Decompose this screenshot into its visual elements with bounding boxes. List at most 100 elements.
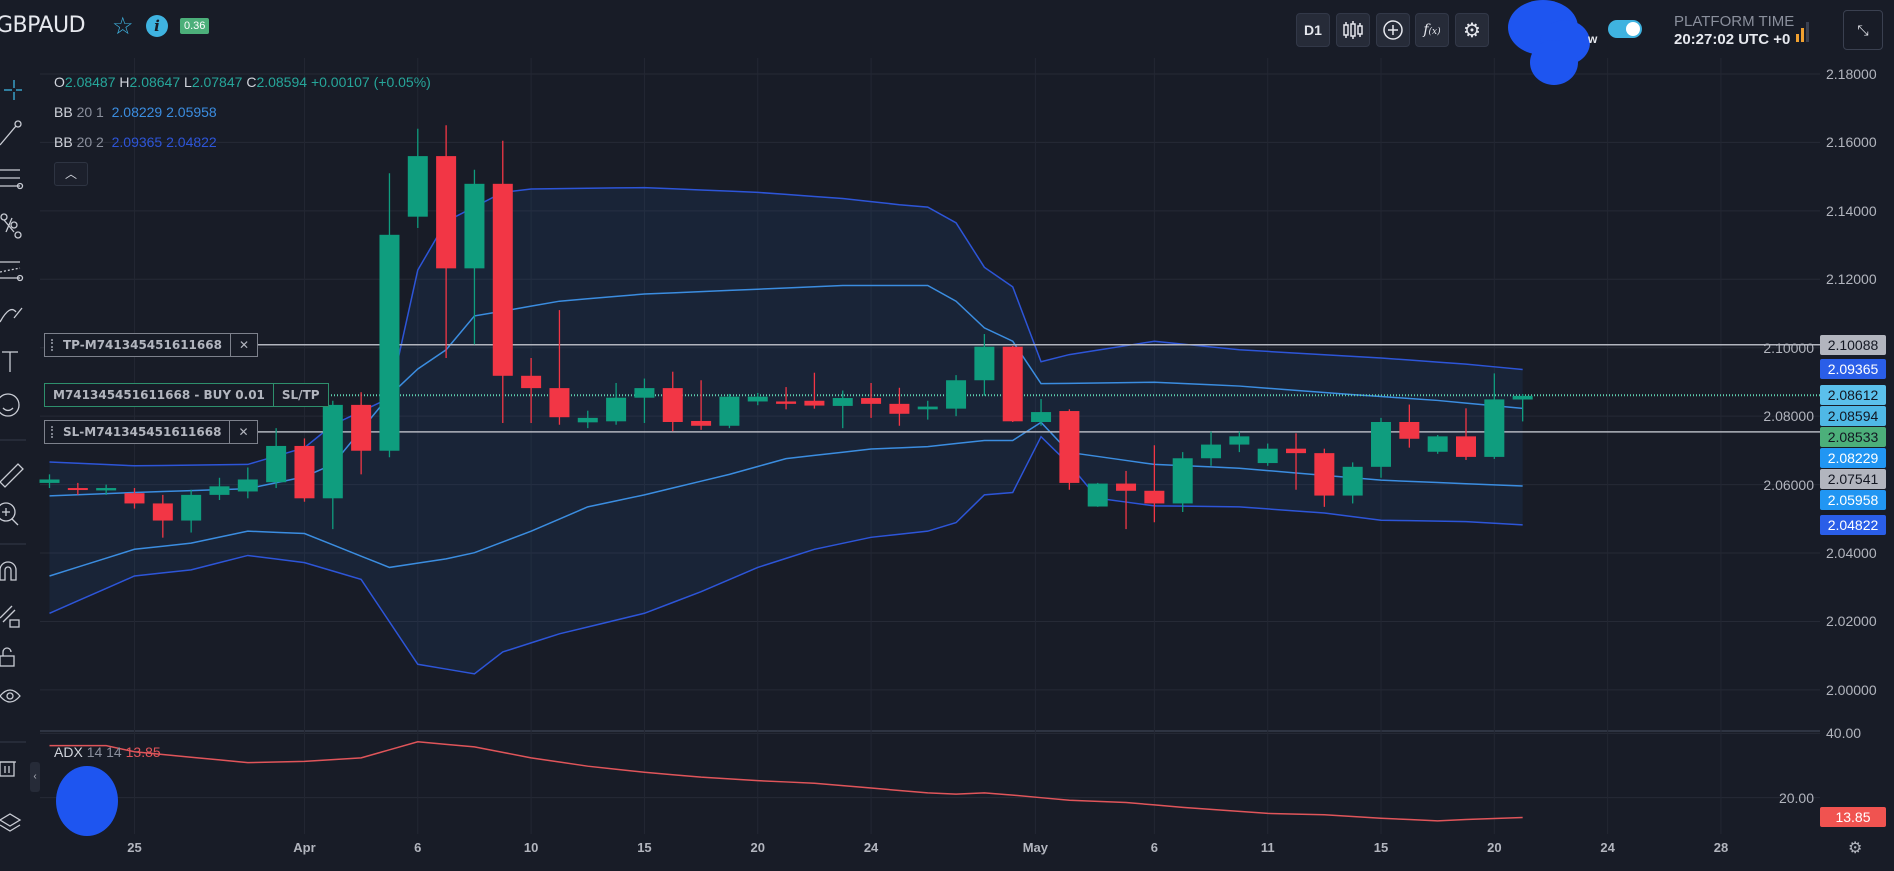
close-tp-button[interactable]: ✕: [229, 333, 257, 356]
time-tick-label: 11: [1260, 840, 1275, 855]
candle: [1201, 431, 1222, 466]
candle: [407, 128, 428, 228]
lock-icon[interactable]: [0, 647, 15, 667]
candle-body: [1314, 453, 1335, 496]
info-icon[interactable]: i: [146, 15, 168, 37]
layers-icon[interactable]: [0, 813, 22, 832]
zoom-in-icon[interactable]: [0, 502, 19, 526]
candle-body: [1456, 436, 1476, 457]
candle-body: [606, 397, 627, 422]
candle: [832, 390, 853, 429]
candle-body: [662, 388, 683, 422]
candle: [1456, 408, 1476, 460]
ruler-icon[interactable]: [0, 463, 24, 488]
adx-legend[interactable]: ADX 14 14 13.85: [54, 744, 161, 760]
candle: [634, 378, 655, 424]
legend-collapse-button[interactable]: ︿: [54, 162, 88, 186]
close-value: 2.08594: [256, 74, 308, 90]
candle: [804, 372, 825, 409]
add-button[interactable]: [1376, 13, 1410, 47]
candlestick-type-icon: [1343, 21, 1363, 39]
candle: [237, 467, 258, 499]
stop-loss-label[interactable]: SL-M741345451611668 ✕: [44, 419, 258, 444]
eye-icon[interactable]: [0, 689, 21, 703]
candle-body: [1286, 448, 1307, 454]
platform-time-label: PLATFORM TIME: [1674, 13, 1795, 30]
symbol-title[interactable]: GBPAUD: [0, 13, 86, 38]
candle: [946, 375, 967, 417]
candle: [917, 400, 938, 420]
tp-order-id: TP-M741345451611668: [63, 337, 222, 352]
price-tick-label: 2.02000: [1826, 613, 1877, 630]
price-tick-label: 2.10000: [1763, 339, 1814, 356]
crosshair-icon[interactable]: [4, 80, 22, 100]
candle-body: [804, 400, 825, 406]
star-icon[interactable]: ☆: [112, 13, 134, 40]
redaction-mark: [56, 766, 118, 836]
time-tick-label: 15: [637, 840, 652, 855]
settings-button[interactable]: ⚙: [1455, 13, 1489, 47]
candle-body: [294, 445, 315, 499]
toolbar-collapse-button[interactable]: ‹: [30, 762, 40, 792]
bb1-lower-line: [49, 421, 1523, 577]
candle: [67, 482, 88, 495]
channel-icon[interactable]: [0, 261, 24, 282]
trend-line-icon[interactable]: [0, 120, 22, 146]
chart-type-button[interactable]: [1336, 13, 1370, 47]
candle-body: [351, 404, 372, 451]
indicators-button[interactable]: f(x): [1415, 13, 1449, 47]
close-sl-button[interactable]: ✕: [229, 420, 256, 443]
candle: [1002, 346, 1023, 422]
emoji-icon[interactable]: [0, 393, 20, 417]
bb2-name: BB: [54, 134, 73, 150]
candle-body: [209, 486, 230, 495]
ohlc-legend: O2.08487 H2.08647 L2.07847 C2.08594 +0.0…: [54, 74, 431, 90]
candle: [606, 382, 627, 425]
candle-body: [1087, 483, 1108, 507]
position-label[interactable]: M741345451611668 - BUY 0.01 SL/TP: [44, 383, 329, 408]
adx-line: [49, 741, 1523, 822]
candle: [1342, 462, 1363, 504]
brush-icon[interactable]: [0, 307, 23, 323]
timeframe-button[interactable]: D1: [1296, 13, 1330, 47]
price-tick-label: 2.16000: [1826, 134, 1877, 151]
candle-body: [776, 401, 797, 404]
candle: [152, 494, 173, 538]
fib-lines-icon[interactable]: [0, 169, 24, 190]
candle-body: [832, 398, 853, 406]
pattern-icon[interactable]: [0, 213, 22, 239]
candle: [96, 484, 117, 495]
candle-body: [1371, 421, 1392, 467]
bb1-legend[interactable]: BB 20 1 2.08229 2.05958: [54, 104, 217, 120]
take-profit-label[interactable]: TP-M741345451611668 ✕: [44, 332, 258, 357]
redaction-mark: [1530, 40, 1578, 85]
candle-body: [1031, 412, 1052, 422]
candle: [889, 387, 910, 426]
toggle-switch[interactable]: [1608, 20, 1642, 38]
candle-body: [492, 183, 513, 376]
bb2-params: 20 2: [76, 134, 104, 150]
platform-time: 20:27:02 UTC +0: [1674, 31, 1791, 48]
sl-order-id: SL-M741345451611668: [63, 424, 222, 439]
candle: [464, 169, 485, 345]
position-text: M741345451611668 - BUY 0.01: [53, 388, 265, 403]
candle: [1229, 431, 1250, 453]
magnet-icon[interactable]: [0, 561, 17, 581]
axis-settings-icon[interactable]: ⚙: [1848, 840, 1863, 857]
price-tick-label: 2.08000: [1763, 408, 1814, 425]
candle: [974, 334, 995, 396]
candle: [719, 393, 740, 429]
sl-tp-button[interactable]: SL/TP: [272, 384, 328, 407]
spread-badge: 0.36: [180, 18, 210, 34]
compress-button[interactable]: ⤡: [1843, 10, 1883, 50]
open-value: 2.08487: [64, 74, 116, 90]
lock-drawings-icon[interactable]: [0, 605, 20, 628]
price-tick-label: 2.00000: [1826, 681, 1877, 698]
text-icon[interactable]: [2, 351, 18, 372]
bb2-legend[interactable]: BB 20 2 2.09365 2.04822: [54, 134, 217, 150]
trash-icon[interactable]: [0, 761, 16, 777]
drag-handle-icon[interactable]: [51, 338, 55, 351]
candle-body: [917, 406, 938, 410]
drag-handle-icon[interactable]: [51, 425, 55, 438]
